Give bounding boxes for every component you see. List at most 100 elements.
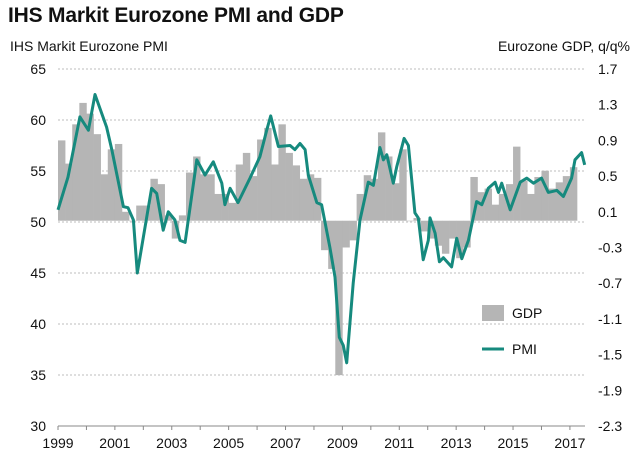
gdp-bar — [406, 220, 414, 222]
gdp-bar — [178, 215, 187, 221]
pmi-line-group — [56, 93, 587, 365]
gdp-bar — [278, 124, 286, 221]
x-tick-label: 2005 — [213, 435, 244, 451]
pmi-line — [56, 93, 587, 365]
gdp-bar — [228, 202, 237, 221]
gdp-bar — [264, 127, 272, 221]
right-tick-label: -1.1 — [598, 311, 622, 327]
x-tick-label: 2013 — [441, 435, 472, 451]
gdp-bar — [150, 178, 158, 221]
x-tick-label: 2015 — [497, 435, 528, 451]
gdp-bar — [463, 220, 471, 248]
gdp-bar — [107, 149, 116, 221]
gdp-bar — [513, 146, 521, 221]
left-tick-label: 55 — [30, 163, 46, 179]
gdp-bar — [399, 149, 407, 221]
gdp-bar — [434, 220, 443, 246]
gdp-bar — [58, 140, 66, 221]
gdp-bar — [541, 170, 549, 221]
left-tick-label: 50 — [30, 214, 46, 230]
gdp-bar — [235, 164, 244, 221]
gdp-bar — [491, 204, 500, 221]
axes: 65 60 55 50 45 40 35 30 1.7 1.3 0.9 0.5 0.1 -0.3 -0.7 -… — [30, 61, 622, 451]
gdp-bar — [306, 174, 315, 221]
left-axis-title: IHS Markit Eurozone PMI — [10, 38, 168, 54]
right-tick-label: 0.5 — [598, 168, 618, 184]
left-tick-label: 40 — [30, 316, 46, 332]
gdp-bar — [328, 220, 336, 269]
x-tick-label: 2001 — [99, 435, 130, 451]
gdp-bar — [342, 220, 350, 248]
gdp-bar — [548, 188, 556, 221]
gdp-bar — [93, 134, 101, 221]
gdp-bar — [456, 220, 464, 259]
x-tick-label: 2017 — [554, 435, 585, 451]
gdp-bar — [292, 165, 301, 221]
left-tick-label: 60 — [30, 112, 46, 128]
legend-pmi-label: PMI — [512, 341, 537, 357]
x-tick-label: 2003 — [156, 435, 187, 451]
left-tick-label: 65 — [30, 61, 46, 77]
right-tick-label: -0.3 — [598, 240, 622, 256]
gdp-bar — [299, 178, 308, 221]
left-tick-label: 45 — [30, 265, 46, 281]
gdp-bar — [370, 178, 379, 221]
gdp-bar — [257, 139, 265, 221]
gdp-bar — [185, 172, 194, 221]
right-tick-label: 0.1 — [598, 204, 618, 220]
gdp-bar — [385, 156, 393, 221]
gdp-bar — [527, 193, 535, 221]
gdp-bar — [441, 220, 450, 254]
gdp-bar — [363, 175, 372, 221]
gdp-bar — [534, 176, 542, 221]
gdp-bar — [392, 183, 400, 221]
x-tick-label: 2007 — [270, 435, 301, 451]
gdp-bar — [377, 132, 386, 221]
gdp-bar — [200, 174, 208, 221]
gdp-bar — [335, 220, 343, 376]
x-tick-label: 1999 — [42, 435, 73, 451]
legend-gdp-swatch — [482, 305, 504, 321]
gdp-bar — [420, 220, 429, 232]
gdp-bar — [449, 220, 457, 239]
left-tick-label: 35 — [30, 367, 46, 383]
gdp-bar — [193, 156, 201, 221]
left-tick-label: 30 — [30, 418, 46, 434]
gdp-bar — [356, 193, 365, 221]
gdp-bar — [562, 176, 571, 221]
gdp-bar — [121, 211, 130, 221]
gdp-bar — [171, 220, 180, 239]
right-tick-label: 1.7 — [598, 61, 618, 77]
gdp-bar — [72, 124, 80, 221]
gdp-bar — [569, 167, 578, 221]
right-tick-label: -1.9 — [598, 382, 622, 398]
gdp-bar — [498, 193, 507, 221]
gdp-bar — [214, 193, 222, 221]
x-tick-label: 2009 — [327, 435, 358, 451]
gdp-bar — [157, 184, 165, 221]
gdp-bar — [427, 220, 436, 239]
gdp-bar — [249, 176, 258, 221]
gdp-bar — [221, 193, 229, 221]
right-tick-label: -0.7 — [598, 275, 622, 291]
x-tick-label: 2011 — [384, 435, 414, 451]
gdp-bar — [100, 174, 109, 221]
gdp-bar — [477, 192, 485, 221]
gdp-bar — [271, 164, 279, 221]
gdp-bar — [65, 163, 73, 221]
gdp-bar — [555, 182, 564, 221]
chart-title: IHS Markit Eurozone PMI and GDP — [8, 4, 344, 27]
gdp-bar — [505, 184, 514, 221]
right-tick-label: 1.3 — [598, 97, 618, 113]
right-tick-label: -1.5 — [598, 347, 622, 363]
gdp-bar — [285, 152, 293, 221]
right-tick-label: -2.3 — [598, 418, 622, 434]
gdp-bar — [86, 113, 94, 221]
right-axis-title: Eurozone GDP, q/q% — [497, 38, 630, 54]
gdp-bar — [164, 215, 173, 221]
gdp-bar — [313, 177, 322, 221]
gdp-bar — [520, 180, 528, 221]
gdp-bar — [136, 205, 144, 221]
gdp-bar — [349, 220, 357, 241]
